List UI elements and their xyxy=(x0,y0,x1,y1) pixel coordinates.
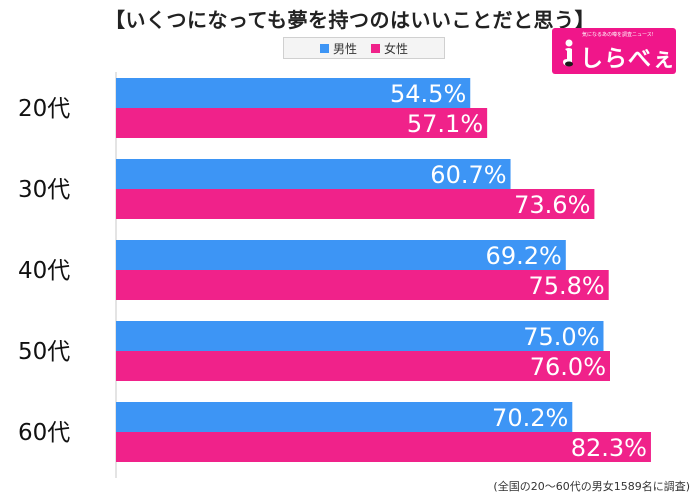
bar-female xyxy=(116,189,595,219)
category-label: 50代 xyxy=(18,339,70,365)
data-label-female: 75.8% xyxy=(528,272,604,300)
data-label-female: 73.6% xyxy=(514,191,590,219)
data-label-female: 57.1% xyxy=(407,110,483,138)
footnote: (全国の20〜60代の男女1589名に調査) xyxy=(493,480,690,493)
bar-male xyxy=(116,402,573,432)
logo-text: しらべぇ xyxy=(580,46,676,72)
category-label: 60代 xyxy=(18,420,70,446)
bar-male xyxy=(116,240,566,270)
bar-male xyxy=(116,159,511,189)
legend-item-female: 女性 xyxy=(371,40,408,57)
data-label-male: 54.5% xyxy=(390,80,466,108)
data-label-male: 75.0% xyxy=(523,323,599,351)
bar-female xyxy=(116,432,651,462)
bar-female xyxy=(116,108,488,138)
bar-male xyxy=(116,321,604,351)
legend-swatch-female xyxy=(371,43,380,53)
legend-item-male: 男性 xyxy=(319,40,357,57)
data-label-female: 82.3% xyxy=(571,434,647,462)
chart-title: 【いくつになっても夢を持つのはいいことだと思う】 xyxy=(105,8,595,32)
legend-swatch-male xyxy=(319,43,329,53)
chart-legend: 男性 女性 xyxy=(283,37,445,59)
logo-tagline: 気になるあの噂を調査ニュース! xyxy=(582,32,654,38)
category-label: 20代 xyxy=(18,96,70,122)
category-label: 30代 xyxy=(18,177,70,203)
shirabee-logo: 気になるあの噂を調査ニュース! しらべぇ xyxy=(552,28,676,74)
data-label-male: 60.7% xyxy=(430,161,506,189)
logo-mark-icon xyxy=(563,39,573,67)
bar-female xyxy=(116,351,610,381)
data-label-male: 69.2% xyxy=(486,242,562,270)
data-label-female: 76.0% xyxy=(530,353,606,381)
legend-label-female: 女性 xyxy=(384,41,409,56)
bar-male xyxy=(116,78,471,108)
bar-female xyxy=(116,270,609,300)
legend-label-male: 男性 xyxy=(332,41,357,56)
category-label: 40代 xyxy=(18,258,70,284)
data-label-male: 70.2% xyxy=(492,404,568,432)
